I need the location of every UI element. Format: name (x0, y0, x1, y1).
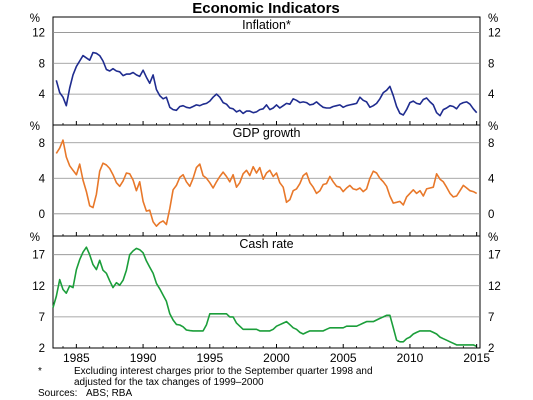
y-tick-label-right: 4 (488, 173, 495, 185)
unit-label-right: % (488, 232, 498, 244)
y-tick-label-left: 12 (32, 27, 45, 39)
series-line-2-0 (52, 246, 478, 348)
footnote-line-1: Excluding interest charges prior to the … (74, 366, 373, 377)
y-tick-label-right: 2 (488, 343, 494, 355)
y-tick-label-left: 8 (39, 58, 45, 70)
y-tick-label-left: 4 (39, 89, 46, 101)
panel-title: GDP growth (233, 126, 301, 140)
y-tick-label-left: 0 (39, 209, 45, 221)
x-axis: 1985 1990 1995 2000 2005 2010 2015 (63, 351, 490, 365)
unit-label-left: % (30, 232, 40, 244)
footnote-line-2: adjusted for the tax changes of 1999–200… (74, 377, 264, 388)
y-tick-label-left: 7 (39, 312, 45, 324)
panel-0: 4 4 8 8 12 12% % Inflation* (30, 13, 501, 126)
series-line-0-0 (55, 51, 478, 117)
chart-title: Economic Indicators (192, 0, 340, 17)
x-tick-label: 2010 (397, 351, 424, 365)
y-tick-label-right: 17 (488, 250, 501, 262)
x-tick-label: 2000 (263, 351, 290, 365)
y-tick-label-left: 8 (39, 138, 45, 150)
panel-2: 2 2 7 7 12 12 17 17% % Cash rate (30, 232, 501, 355)
footnote-marker: * (38, 366, 42, 377)
y-tick-label-right: 12 (488, 281, 501, 293)
y-tick-label-left: 4 (39, 173, 46, 185)
x-tick-label: 2015 (463, 351, 490, 365)
sources-label: Sources: (38, 388, 78, 399)
panel-frame (52, 124, 481, 237)
y-tick-label-right: 4 (488, 89, 495, 101)
x-tick-label: 1985 (63, 351, 90, 365)
sources-text: ABS; RBA (86, 388, 133, 399)
unit-label-left: % (30, 13, 40, 25)
panel-frame (52, 235, 481, 349)
panel-title: Inflation* (242, 18, 291, 32)
panel-title: Cash rate (239, 237, 293, 251)
y-tick-label-left: 12 (32, 281, 45, 293)
x-tick-label: 1995 (196, 351, 223, 365)
unit-label-right: % (488, 121, 498, 133)
y-tick-label-left: 2 (39, 343, 45, 355)
panel-1: 0 0 4 4 8 8% % GDP growth (30, 121, 498, 237)
y-tick-label-left: 17 (32, 250, 45, 262)
unit-label-left: % (30, 121, 40, 133)
y-tick-label-right: 7 (488, 312, 494, 324)
y-tick-label-right: 8 (488, 58, 494, 70)
y-tick-label-right: 12 (488, 27, 501, 39)
series-line-1-0 (55, 139, 478, 227)
unit-label-right: % (488, 13, 498, 25)
x-tick-label: 2005 (330, 351, 357, 365)
x-tick-label: 1990 (130, 351, 157, 365)
y-tick-label-right: 8 (488, 138, 494, 150)
y-tick-label-right: 0 (488, 209, 494, 221)
